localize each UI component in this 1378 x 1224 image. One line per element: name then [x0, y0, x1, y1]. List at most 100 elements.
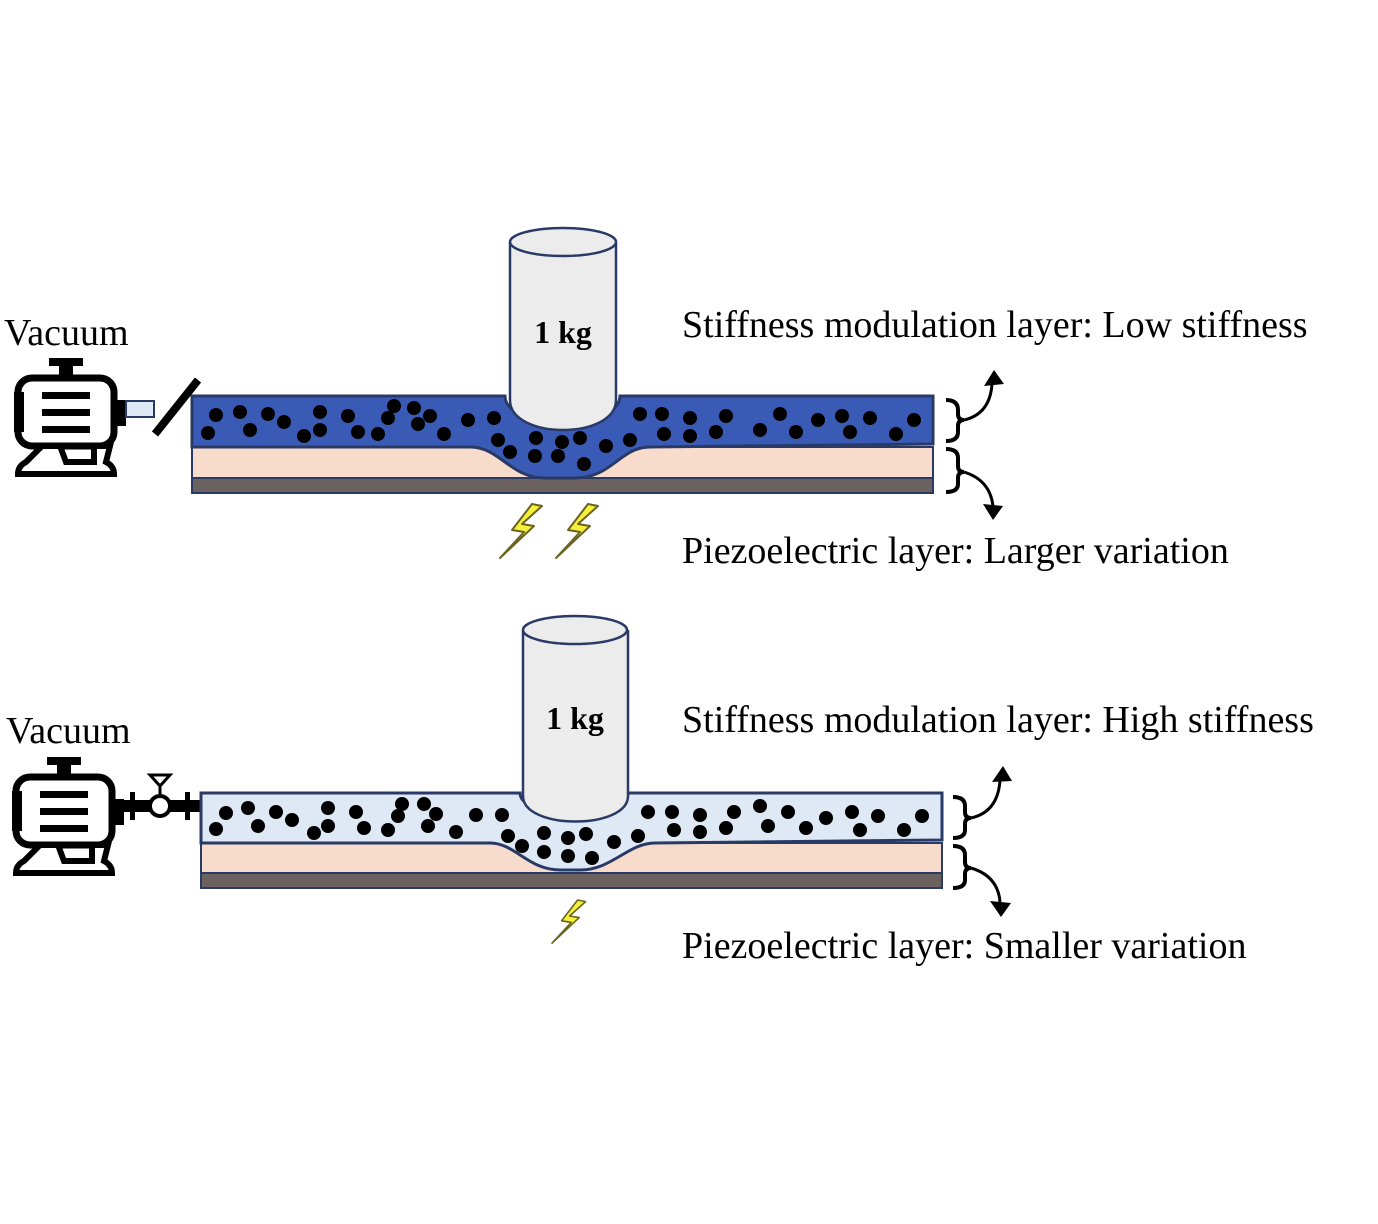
particle	[528, 449, 542, 463]
particle	[843, 425, 857, 439]
particle	[781, 805, 795, 819]
particle	[529, 431, 543, 445]
vacuum-label: Vacuum	[4, 312, 129, 354]
particle	[753, 423, 767, 437]
particle	[889, 427, 903, 441]
particle	[683, 411, 697, 425]
particle	[501, 829, 515, 843]
brace-piezo	[952, 844, 972, 890]
particle	[469, 808, 483, 822]
particle	[811, 413, 825, 427]
particle	[579, 827, 593, 841]
panel-low-stiffness: Vacuum 1 kg Stiffness modulatio	[4, 226, 1308, 572]
particle	[429, 807, 443, 821]
weight-label: 1 kg	[546, 700, 604, 736]
valve-icon	[122, 773, 200, 820]
particle	[503, 445, 517, 459]
particle	[607, 835, 621, 849]
particle	[835, 409, 849, 423]
particle	[599, 439, 613, 453]
particle	[555, 435, 569, 449]
particle	[693, 825, 707, 839]
particle	[773, 407, 787, 421]
arrow-down-icon	[970, 866, 1002, 903]
particle	[907, 413, 921, 427]
particle	[719, 821, 733, 835]
particle	[209, 408, 223, 422]
particle	[277, 415, 291, 429]
particle	[357, 821, 371, 835]
weight-cylinder	[521, 614, 630, 823]
particle	[719, 409, 733, 423]
particle	[845, 805, 859, 819]
particle	[411, 417, 425, 431]
base-layer	[200, 871, 943, 889]
particle	[641, 805, 655, 819]
particle	[561, 849, 575, 863]
vacuum-pump-icon	[12, 757, 124, 873]
particle	[349, 805, 363, 819]
particle	[897, 823, 911, 837]
particle	[269, 805, 283, 819]
particle	[285, 813, 299, 827]
particle	[863, 411, 877, 425]
particle	[799, 821, 813, 835]
particle	[461, 413, 475, 427]
particle	[727, 805, 741, 819]
particle	[655, 407, 669, 421]
particle	[395, 797, 409, 811]
weight-label: 1 kg	[534, 314, 592, 350]
particle	[341, 409, 355, 423]
particle	[761, 819, 775, 833]
brace-stiffness	[945, 398, 965, 443]
particle	[321, 819, 335, 833]
particle	[381, 823, 395, 837]
disconnect-slash	[151, 377, 202, 437]
particle	[297, 429, 311, 443]
particle	[251, 819, 265, 833]
particle	[313, 423, 327, 437]
particle	[561, 831, 575, 845]
particle	[487, 411, 501, 425]
lightning-icon	[499, 503, 543, 559]
stiffness-label: Stiffness modulation layer: Low stiffnes…	[682, 304, 1308, 346]
particle	[437, 427, 451, 441]
particle-group	[201, 399, 921, 471]
particle	[915, 809, 929, 823]
brace-piezo	[945, 447, 965, 494]
arrow-up-icon	[970, 779, 1002, 820]
particle	[537, 826, 551, 840]
particle	[871, 809, 885, 823]
particle	[209, 822, 223, 836]
particle	[633, 407, 647, 421]
particle	[577, 457, 591, 471]
arrow-up-icon	[963, 383, 994, 422]
particle-group	[209, 797, 929, 865]
particle	[537, 845, 551, 859]
lightning-icon	[551, 899, 587, 945]
particle	[819, 811, 833, 825]
particle	[321, 801, 335, 815]
particle	[351, 425, 365, 439]
particle	[371, 427, 385, 441]
particle	[709, 425, 723, 439]
particle	[387, 399, 401, 413]
particle	[585, 851, 599, 865]
panel-high-stiffness: Vacuum 1 kg Stiffness modulation l	[6, 614, 1314, 967]
particle	[623, 433, 637, 447]
particle	[241, 801, 255, 815]
particle	[753, 799, 767, 813]
particle	[491, 433, 505, 447]
stiffness-label: Stiffness modulation layer: High stiffne…	[682, 699, 1314, 741]
particle	[515, 839, 529, 853]
particle	[421, 819, 435, 833]
particle	[201, 426, 215, 440]
piezo-label: Piezoelectric layer: Larger variation	[682, 530, 1229, 572]
particle	[631, 829, 645, 843]
weight-cylinder	[508, 226, 618, 432]
particle	[789, 425, 803, 439]
particle	[233, 405, 247, 419]
particle	[853, 823, 867, 837]
particle	[551, 449, 565, 463]
arrow-down-icon	[963, 470, 995, 507]
